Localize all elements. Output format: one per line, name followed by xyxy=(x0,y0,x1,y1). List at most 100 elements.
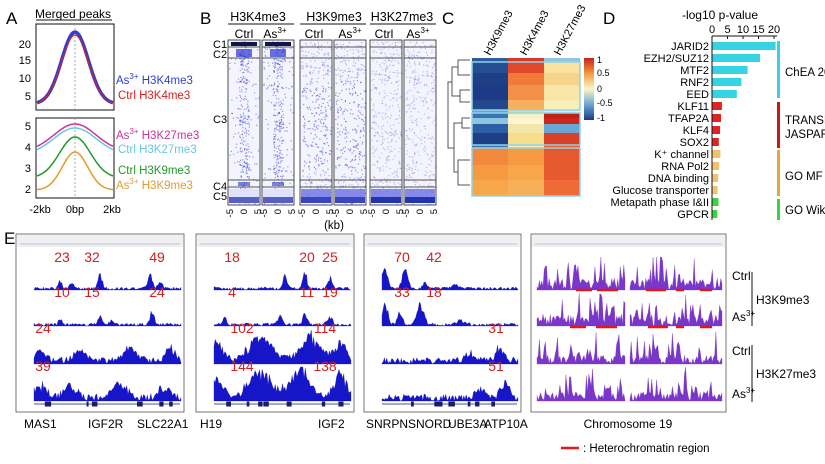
b-heat-pixel xyxy=(255,113,257,115)
e-peak-number: 102 xyxy=(230,320,254,336)
b-heat-pixel xyxy=(315,125,317,127)
b-heat-pixel xyxy=(353,61,355,63)
d-bar xyxy=(712,42,776,50)
b-heat-pixel xyxy=(306,88,308,90)
b-heat-pixel xyxy=(343,173,345,175)
b-heat-pixel xyxy=(277,86,279,88)
b-heat-pixel xyxy=(373,103,375,105)
b-heat-pixel xyxy=(396,203,398,206)
b-heat-pixel xyxy=(309,89,311,91)
b-heat-pixel xyxy=(407,49,409,51)
b-heat-pixel xyxy=(364,90,366,92)
b-heat-pixel xyxy=(282,47,284,50)
b-heat-pixel xyxy=(310,181,312,183)
b-heat-pixel xyxy=(303,127,305,129)
b-heat-pixel xyxy=(240,61,242,63)
c-heat-cell xyxy=(472,58,508,62)
b-heat-pixel xyxy=(324,174,326,176)
b-heat-pixel xyxy=(242,167,244,169)
b-heat-pixel xyxy=(410,156,412,158)
b-heat-pixel xyxy=(335,58,337,60)
b-heat-pixel xyxy=(245,166,247,168)
b-heat-pixel xyxy=(329,108,332,110)
b-heat-pixel xyxy=(244,116,246,118)
e-gene-label: MAS1 xyxy=(24,417,57,431)
b-heat-pixel xyxy=(306,183,308,185)
b-heat-pixel xyxy=(328,175,330,177)
b-heat-pixel xyxy=(355,169,357,171)
b-heat-pixel xyxy=(289,182,291,184)
b-heat-pixel xyxy=(374,136,376,138)
b-heat-pixel xyxy=(391,55,393,57)
b-heat-pixel xyxy=(278,129,280,131)
b-cond-ctrl: Ctrl xyxy=(235,27,254,41)
b-heat-pixel xyxy=(282,126,285,129)
b-heat-pixel xyxy=(280,126,282,128)
b-heat-pixel xyxy=(310,73,312,75)
b-heat-pixel xyxy=(322,125,324,128)
b-heat-pixel xyxy=(361,48,363,50)
b-heat-pixel xyxy=(393,71,395,74)
b-heat-pixel xyxy=(241,142,243,144)
b-heat-pixel xyxy=(305,74,307,76)
b-heat-pixel xyxy=(416,143,418,145)
b-heat-pixel xyxy=(371,127,373,129)
c-scale-tick: 1 xyxy=(597,55,602,65)
b-heat-pixel xyxy=(429,203,432,205)
b-heat-pixel xyxy=(420,163,422,165)
b-heat-pixel xyxy=(407,99,409,101)
b-heat-pixel xyxy=(276,75,278,78)
b-heat-pixel xyxy=(276,151,278,153)
e-peak-number: 33 xyxy=(394,284,410,300)
b-heat-pixel xyxy=(317,95,319,97)
b-heat-pixel xyxy=(356,76,358,78)
b-heat-pixel xyxy=(434,117,437,119)
b-heat-pixel xyxy=(323,162,325,164)
b-heat-pixel xyxy=(394,130,396,132)
e-peak-number: 20 xyxy=(299,249,315,265)
e-signal-track xyxy=(536,256,626,291)
b-heat-pixel xyxy=(281,181,283,183)
e-track-label: As3+ xyxy=(732,309,755,324)
b-heatmap-frame xyxy=(261,39,295,206)
b-heat-pixel xyxy=(425,83,428,86)
b-heat-pixel xyxy=(377,43,379,45)
b-heat-pixel xyxy=(245,69,247,71)
d-term-label: RNF2 xyxy=(680,77,709,89)
b-heat-pixel xyxy=(413,100,415,102)
b-heat-pixel xyxy=(355,147,357,149)
b-heat-pixel xyxy=(386,76,389,78)
b-heat-pixel xyxy=(422,101,424,103)
b-heat-pixel xyxy=(248,133,250,136)
b-heat-pixel xyxy=(378,74,380,76)
b-heat-pixel xyxy=(371,188,374,190)
b-heat-pixel xyxy=(241,120,243,122)
b-heat-pixel xyxy=(376,131,378,133)
b-heat-pixel xyxy=(386,80,388,82)
b-heat-pixel xyxy=(396,53,398,55)
b-heat-pixel xyxy=(434,181,436,183)
b-heat-pixel xyxy=(412,161,414,163)
b-heat-pixel xyxy=(376,167,378,169)
b-heat-pixel xyxy=(239,87,241,89)
b-heat-pixel xyxy=(389,117,391,119)
b-heat-pixel xyxy=(345,126,347,128)
b-heat-pixel xyxy=(352,85,354,87)
b-heat-pixel xyxy=(409,66,411,68)
b-heat-pixel xyxy=(325,88,327,90)
b-heat-pixel xyxy=(235,124,237,126)
b-heat-pixel xyxy=(274,82,276,84)
b-heat-pixel xyxy=(413,79,416,81)
b-heat-pixel xyxy=(327,168,329,170)
b-heat-pixel xyxy=(247,116,249,118)
b-heat-pixel xyxy=(303,90,305,92)
b-heat-pixel xyxy=(243,165,245,167)
d-term-label: JARID2 xyxy=(671,41,709,53)
b-heat-pixel xyxy=(384,79,386,82)
b-heat-pixel xyxy=(349,76,351,79)
b-heat-pixel xyxy=(282,87,284,89)
b-heat-pixel xyxy=(417,151,419,153)
b-heat-pixel xyxy=(335,103,338,105)
b-heat-pixel xyxy=(354,129,357,131)
b-heat-pixel xyxy=(256,180,258,182)
